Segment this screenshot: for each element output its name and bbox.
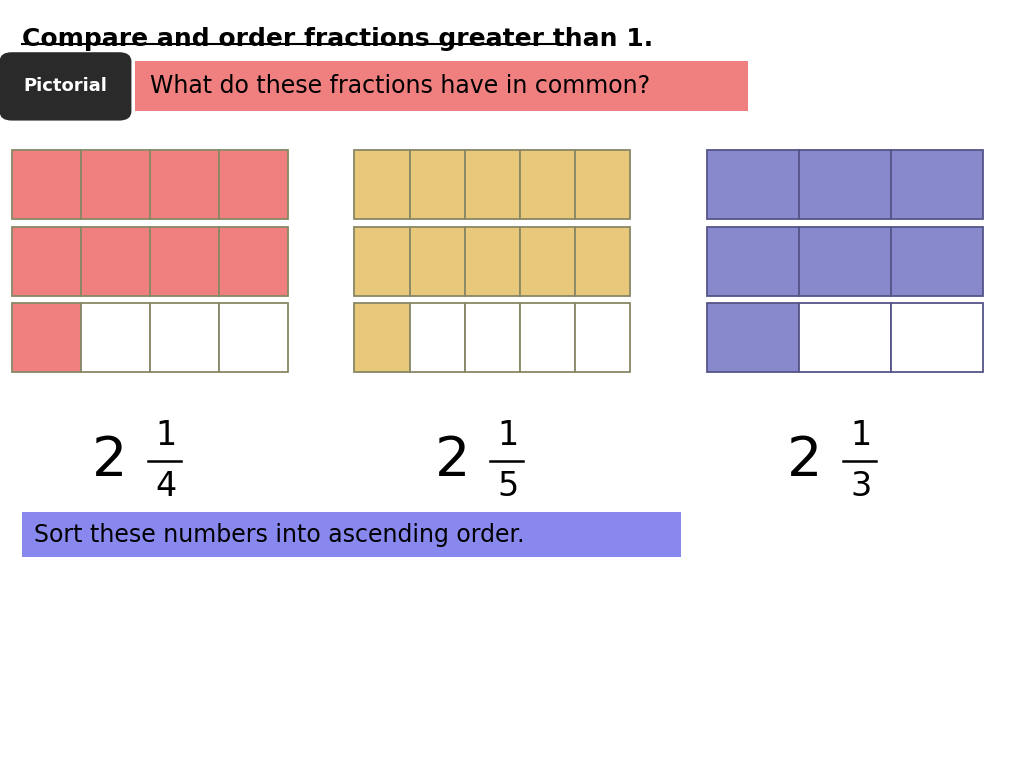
Bar — [410, 150, 465, 219]
Bar — [707, 150, 799, 219]
Bar — [150, 227, 219, 296]
Bar — [219, 227, 288, 296]
Bar — [891, 227, 983, 296]
Text: 1: 1 — [498, 419, 519, 452]
Text: Sort these numbers into ascending order.: Sort these numbers into ascending order. — [35, 522, 525, 547]
Bar — [219, 150, 288, 219]
FancyBboxPatch shape — [23, 512, 682, 557]
Text: 2: 2 — [787, 434, 822, 488]
Bar — [12, 150, 81, 219]
FancyBboxPatch shape — [134, 61, 748, 111]
Bar — [707, 227, 799, 296]
Bar — [520, 303, 575, 372]
Bar — [410, 227, 465, 296]
Bar — [150, 150, 219, 219]
Bar — [799, 303, 891, 372]
Bar — [575, 227, 631, 296]
Bar — [707, 303, 799, 372]
Bar — [575, 150, 631, 219]
Bar — [354, 303, 410, 372]
Bar — [520, 227, 575, 296]
Bar — [575, 303, 631, 372]
Text: 2: 2 — [92, 434, 127, 488]
Bar — [219, 303, 288, 372]
Text: 1: 1 — [155, 419, 176, 452]
Bar — [12, 227, 81, 296]
Text: 1: 1 — [850, 419, 871, 452]
Bar — [12, 303, 81, 372]
Bar — [891, 150, 983, 219]
Bar — [81, 303, 150, 372]
Bar — [799, 150, 891, 219]
Bar — [354, 227, 410, 296]
Bar — [465, 303, 520, 372]
Text: 4: 4 — [155, 470, 176, 502]
Bar — [465, 150, 520, 219]
Bar — [799, 227, 891, 296]
Text: What do these fractions have in common?: What do these fractions have in common? — [150, 74, 650, 98]
Text: 3: 3 — [850, 470, 871, 502]
Bar — [81, 150, 150, 219]
Text: 5: 5 — [498, 470, 519, 502]
Text: Compare and order fractions greater than 1.: Compare and order fractions greater than… — [23, 27, 653, 51]
Bar — [520, 150, 575, 219]
Bar — [465, 227, 520, 296]
Bar — [410, 303, 465, 372]
FancyBboxPatch shape — [0, 52, 131, 121]
Text: Pictorial: Pictorial — [24, 78, 108, 95]
Text: 2: 2 — [434, 434, 470, 488]
Bar — [81, 227, 150, 296]
Bar — [891, 303, 983, 372]
Bar — [150, 303, 219, 372]
Bar — [354, 150, 410, 219]
